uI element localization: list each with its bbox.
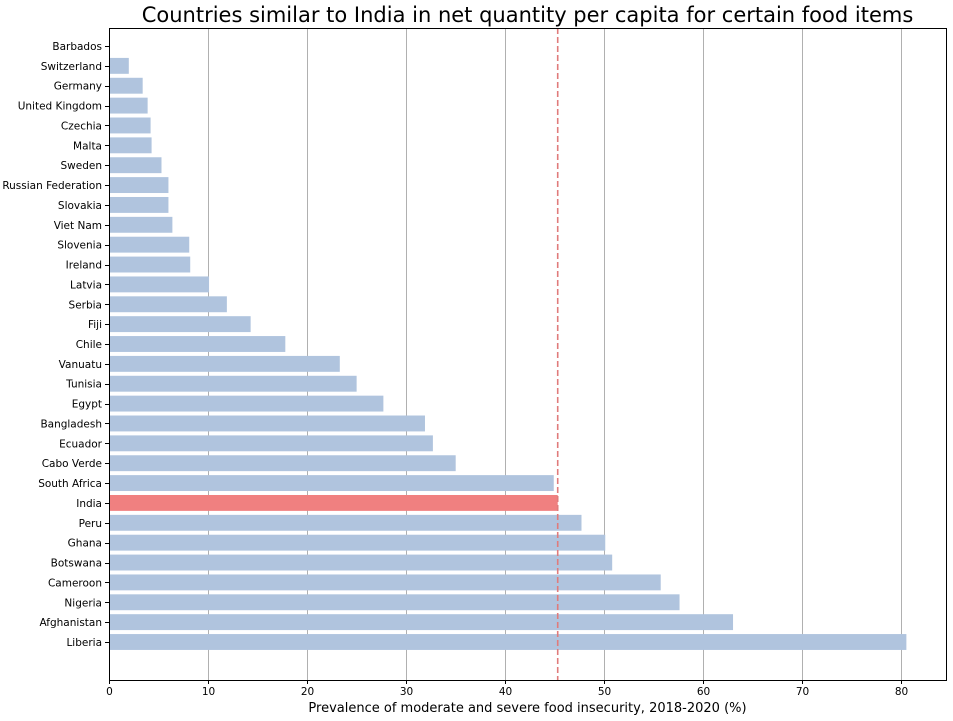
y-tick-label: Ghana: [68, 538, 102, 550]
y-tick-label: Botswana: [51, 558, 102, 570]
y-tick-label: Serbia: [69, 299, 102, 311]
y-tick-label: South Africa: [38, 478, 102, 490]
x-tick-label: 0: [106, 686, 113, 698]
bar-bangladesh: [109, 415, 425, 432]
x-tick-label: 50: [598, 686, 611, 698]
x-tick-label: 80: [895, 686, 908, 698]
y-tick-label: Slovenia: [57, 240, 102, 252]
chart-title: Countries similar to India in net quanti…: [141, 3, 914, 27]
bar-south-africa: [109, 475, 554, 492]
bar-serbia: [109, 296, 227, 313]
y-tick-label: Malta: [73, 140, 102, 152]
bar-cameroon: [109, 574, 661, 591]
bar-botswana: [109, 554, 613, 571]
y-axis-ticks: Barbados Switzerland Germany United Kingdom…: [2, 41, 109, 649]
bar-nigeria: [109, 594, 680, 611]
bar-india: [109, 494, 558, 511]
bar-united-kingdom: [109, 97, 148, 114]
y-tick-label: Latvia: [70, 279, 102, 291]
bar-latvia: [109, 276, 210, 293]
bar-ireland: [109, 256, 191, 273]
bar-malta: [109, 137, 152, 154]
y-tick-label: Liberia: [66, 637, 102, 649]
y-tick-label: India: [76, 498, 102, 510]
bar-sweden: [109, 157, 162, 174]
x-tick-label: 10: [202, 686, 215, 698]
bar-vanuatu: [109, 355, 340, 372]
y-tick-label: Slovakia: [58, 200, 102, 212]
bar-ecuador: [109, 435, 433, 452]
bars: [109, 57, 907, 650]
y-tick-label: Sweden: [61, 160, 103, 172]
y-tick-label: Viet Nam: [54, 220, 102, 232]
bar-ghana: [109, 534, 606, 551]
bar-afghanistan: [109, 614, 734, 631]
bar-cabo-verde: [109, 455, 456, 472]
y-tick-label: Cameroon: [48, 577, 102, 589]
y-tick-label: Chile: [76, 339, 102, 351]
bar-russian-federation: [109, 177, 169, 194]
x-tick-label: 20: [301, 686, 314, 698]
bar-viet-nam: [109, 216, 173, 233]
y-tick-label: Cabo Verde: [42, 458, 102, 470]
y-tick-label: Peru: [79, 518, 102, 530]
bar-tunisia: [109, 375, 357, 392]
bar-egypt: [109, 395, 384, 412]
x-axis-label: Prevalence of moderate and severe food i…: [308, 701, 746, 716]
bar-chile: [109, 336, 286, 352]
gridlines: [208, 28, 902, 680]
y-tick-label: Barbados: [52, 41, 102, 53]
y-tick-label: Czechia: [61, 120, 102, 132]
y-tick-label: Egypt: [72, 399, 102, 411]
y-tick-label: United Kingdom: [18, 101, 102, 113]
y-tick-label: Germany: [54, 81, 102, 93]
y-tick-label: Switzerland: [41, 61, 102, 73]
y-tick-label: Nigeria: [64, 597, 102, 609]
x-tick-label: 40: [499, 686, 512, 698]
y-tick-label: Bangladesh: [40, 418, 102, 430]
x-tick-label: 30: [400, 686, 413, 698]
y-tick-label: Afghanistan: [39, 617, 102, 629]
x-axis-ticks: 0 10 20 30 40 50 60 70 80: [106, 680, 908, 698]
bar-slovakia: [109, 196, 169, 213]
bar-germany: [109, 77, 143, 94]
y-tick-label: Ecuador: [59, 438, 103, 450]
bar-slovenia: [109, 236, 190, 253]
bar-liberia: [109, 634, 907, 650]
bar-czechia: [109, 117, 151, 134]
y-tick-label: Tunisia: [65, 379, 102, 391]
bar-fiji: [109, 316, 251, 333]
plot-frame: [109, 28, 947, 681]
y-tick-label: Ireland: [66, 260, 102, 272]
y-tick-label: Vanuatu: [59, 359, 102, 371]
x-tick-label: 70: [796, 686, 809, 698]
bar-peru: [109, 514, 582, 531]
y-tick-label: Russian Federation: [2, 180, 102, 192]
bar-switzerland: [109, 57, 129, 74]
x-tick-label: 60: [697, 686, 710, 698]
y-tick-label: Fiji: [88, 319, 102, 331]
